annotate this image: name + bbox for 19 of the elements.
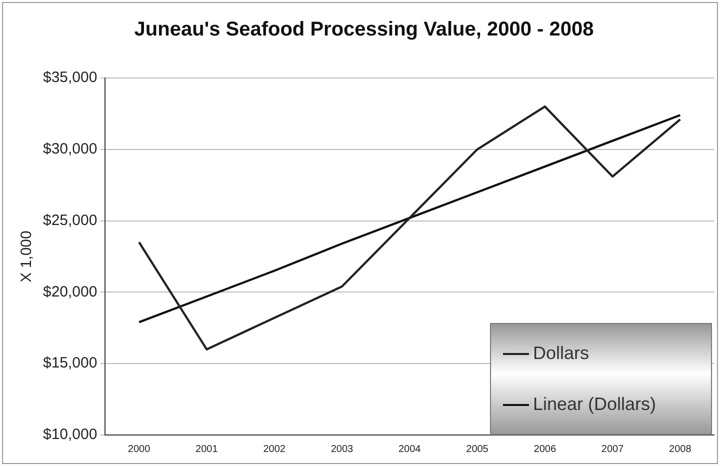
y-tick-label: $30,000 <box>42 140 98 158</box>
y-tick-label: $15,000 <box>42 354 98 372</box>
x-tick-label: 2007 <box>601 444 624 455</box>
x-tick-label: 2001 <box>196 444 218 455</box>
y-tick-label: $25,000 <box>42 212 98 229</box>
x-tick-label: 2003 <box>330 444 354 455</box>
x-tick-label: 2002 <box>263 444 286 455</box>
x-tick-label: 2004 <box>398 444 422 455</box>
legend-label: Dollars <box>533 343 590 364</box>
y-tick-label: $35,000 <box>42 69 98 86</box>
legend-label: Linear (Dollars) <box>533 394 656 415</box>
y-axis-title: X 1,000 <box>18 230 36 282</box>
x-tick-label: 2008 <box>669 444 692 455</box>
x-tick-label: 2000 <box>128 444 151 455</box>
chart-title: Juneau's Seafood Processing Value, 2000 - 2008 <box>134 18 594 41</box>
y-tick-label: $20,000 <box>42 283 98 300</box>
x-tick-label: 2005 <box>466 444 489 455</box>
y-tick-label: $10,000 <box>42 426 98 444</box>
x-tick-label: 2006 <box>534 444 556 455</box>
